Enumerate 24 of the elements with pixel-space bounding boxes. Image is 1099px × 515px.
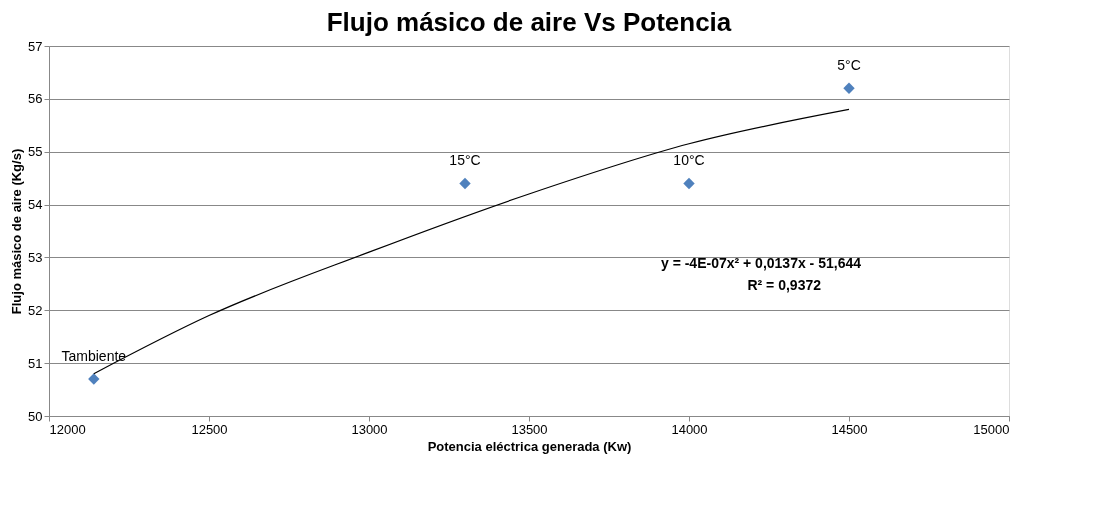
y-tick-label: 55 — [28, 144, 43, 160]
y-tick-label: 54 — [28, 197, 43, 213]
y-tick-label: 50 — [28, 408, 43, 424]
x-tick-label: 12500 — [191, 421, 228, 437]
annotation: y = -4E-07x² + 0,0137x - 51,644 — [660, 255, 862, 271]
y-tick-label: 52 — [28, 302, 43, 318]
x-tick-label: 14500 — [831, 421, 868, 437]
annotation: Tambiente — [61, 348, 127, 364]
y-tick-label: 51 — [28, 355, 43, 371]
annotation: R² = 0,9372 — [747, 277, 822, 293]
x-tick-label: 15000 — [973, 421, 1010, 437]
annotation: 10°C — [673, 152, 705, 169]
chart-title: Flujo másico de aire Vs Potencia — [326, 7, 732, 37]
y-tick-label: 57 — [28, 38, 43, 54]
y-axis-title: Flujo másico de aire (Kg/s) — [9, 148, 25, 315]
y-tick-label: 56 — [28, 91, 43, 107]
annotation: 5°C — [837, 57, 861, 74]
x-tick-label: 13000 — [351, 421, 388, 437]
x-axis-title: Potencia eléctrica generada (Kw) — [427, 438, 632, 454]
x-tick-label: 13500 — [511, 421, 548, 437]
x-tick-label: 12000 — [49, 421, 86, 437]
x-tick-label: 14000 — [671, 421, 708, 437]
annotation: 15°C — [449, 152, 481, 169]
y-tick-label: 53 — [28, 249, 43, 265]
